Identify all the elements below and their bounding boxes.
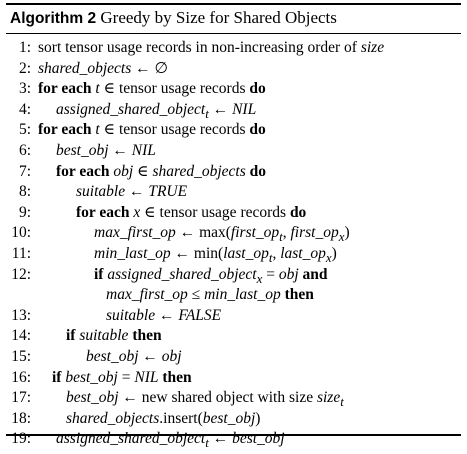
- line-code: for each t ∈ tensor usage records do: [38, 121, 266, 139]
- line-number: 4:: [18, 100, 31, 118]
- algorithm-line: 13: suitable ← FALSE: [0, 306, 467, 327]
- top-rule: [6, 3, 461, 5]
- line-number: 5:: [18, 121, 31, 139]
- line-code: max_first_op ≤ min_last_op then: [106, 286, 314, 304]
- algorithm-line: 17: best_obj ← new shared object with siz…: [0, 388, 467, 409]
- line-code: best_obj ← obj: [86, 347, 182, 365]
- line-code: shared_objects.insert(best_obj): [66, 409, 261, 427]
- algorithm-line: 9: for each x ∈ tensor usage records do: [0, 203, 467, 224]
- line-number: 10:: [11, 224, 31, 242]
- line-code: for each obj ∈ shared_objects do: [56, 162, 266, 180]
- algorithm-line: 10: max_first_op ← max(first_opt, first_o…: [0, 223, 467, 244]
- line-code: if assigned_shared_objectx = obj and: [94, 265, 328, 286]
- line-number: 8:: [18, 183, 31, 201]
- line-code: assigned_shared_objectt ← best_obj: [56, 430, 285, 451]
- line-code: shared_objects ← ∅: [38, 59, 169, 77]
- line-number: 19:: [11, 430, 31, 448]
- algorithm-line: 14: if suitable then: [0, 326, 467, 347]
- line-number: 11:: [11, 244, 31, 262]
- line-number: 1:: [18, 39, 31, 56]
- bottom-rule: [6, 434, 461, 436]
- algorithm-line: 7: for each obj ∈ shared_objects do: [0, 162, 467, 183]
- line-number: 9:: [18, 203, 31, 221]
- algorithm-line: 15: best_obj ← obj: [0, 347, 467, 368]
- line-code: min_last_op ← min(last_opt, last_opx): [94, 244, 337, 266]
- caption-rule: [6, 33, 461, 34]
- algorithm-box: Algorithm 2 Greedy by Size for Shared Ob…: [6, 3, 461, 450]
- line-number: 6:: [18, 141, 31, 159]
- line-code: if suitable then: [66, 327, 162, 345]
- algorithm-line: 18: shared_objects.insert(best_obj): [0, 409, 467, 430]
- algorithm-title: Greedy by Size for Shared Objects: [100, 8, 337, 27]
- algorithm-line: 11: min_last_op ← min(last_opt, last_opx): [0, 244, 467, 265]
- line-number: 12:: [11, 265, 31, 283]
- line-number: 2:: [18, 59, 31, 77]
- line-code: suitable ← TRUE: [76, 183, 188, 201]
- line-code: for each x ∈ tensor usage records do: [76, 203, 307, 221]
- algorithm-line: 12: if assigned_shared_objectx = obj and: [0, 265, 467, 286]
- line-code: for each t ∈ tensor usage records do: [38, 80, 266, 98]
- line-code: best_obj ← new shared object with size s…: [66, 389, 344, 410]
- line-number: 15:: [11, 347, 31, 365]
- line-number: 3:: [18, 80, 31, 98]
- line-number: 16:: [11, 368, 31, 386]
- algorithm-line: max_first_op ≤ min_last_op then: [0, 285, 467, 306]
- algorithm-line: 2: shared_objects ← ∅: [0, 59, 467, 80]
- algorithm-line: 5: for each t ∈ tensor usage records do: [0, 120, 467, 141]
- line-code: assigned_shared_objectt ← NIL: [56, 100, 257, 121]
- algorithm-caption: Algorithm 2 Greedy by Size for Shared Ob…: [10, 7, 337, 30]
- line-number: 13:: [11, 306, 31, 324]
- line-number: 7:: [18, 162, 31, 180]
- algorithm-line: 3: for each t ∈ tensor usage records do: [0, 79, 467, 100]
- line-code: max_first_op ← max(first_opt, first_opx): [94, 224, 350, 245]
- algorithm-line: 4: assigned_shared_objectt ← NIL: [0, 100, 467, 121]
- line-number: 18:: [11, 409, 31, 427]
- algorithm-line: 8: suitable ← TRUE: [0, 182, 467, 203]
- line-code: suitable ← FALSE: [106, 306, 222, 324]
- algorithm-line: 1: sort tensor usage records in non-incre…: [0, 38, 467, 59]
- line-number: 14:: [11, 327, 31, 345]
- line-code: best_obj ← NIL: [56, 141, 156, 159]
- line-code: if best_obj = NIL then: [52, 368, 192, 386]
- line-code: sort tensor usage records in non-increas…: [38, 39, 385, 56]
- line-number: 17:: [11, 389, 31, 407]
- algorithm-line: 19: assigned_shared_objectt ← best_obj: [0, 429, 467, 450]
- algorithm-line: 6: best_obj ← NIL: [0, 141, 467, 162]
- algorithm-line: 16: if best_obj = NIL then: [0, 368, 467, 389]
- algorithm-label: Algorithm 2: [10, 10, 97, 27]
- algorithm-lines: 1: sort tensor usage records in non-incre…: [0, 38, 467, 450]
